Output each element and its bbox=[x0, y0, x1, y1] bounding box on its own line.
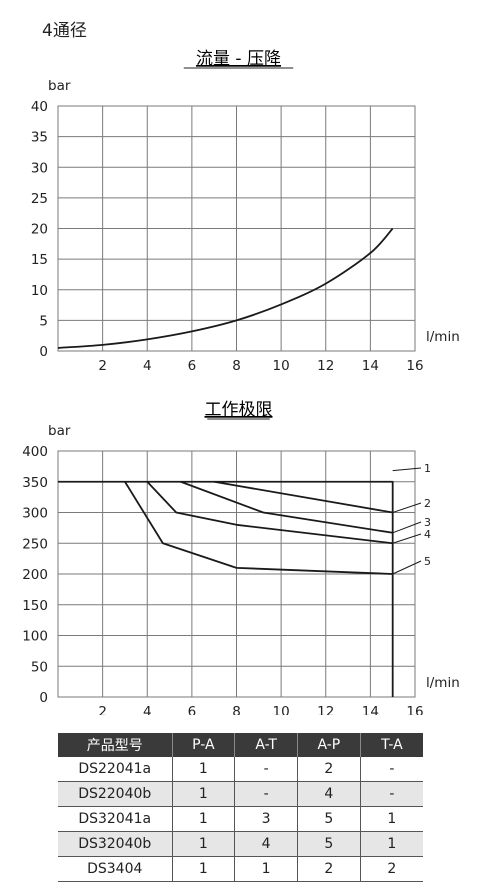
series-label-leader bbox=[392, 521, 422, 534]
table-row: DS22040b 1-4- bbox=[58, 781, 423, 807]
y-tick-label: 150 bbox=[22, 598, 48, 614]
y-tick-label: 0 bbox=[39, 690, 48, 706]
header-p-a: P-A bbox=[172, 733, 236, 757]
chart-title: 流量 - 压降 bbox=[196, 49, 281, 69]
value-cell: 1 bbox=[360, 831, 423, 857]
series-label-leader bbox=[392, 560, 422, 575]
y-axis-unit-label: bar bbox=[48, 423, 71, 439]
y-tick-label: 400 bbox=[22, 444, 48, 460]
x-tick-label: 10 bbox=[273, 704, 290, 715]
header-a-p: A-P bbox=[297, 733, 361, 757]
y-tick-label: 5 bbox=[39, 313, 48, 329]
model-table-header-row: 产品型号 P-A A-T A-P T-A bbox=[58, 733, 423, 757]
y-tick-label: 20 bbox=[31, 222, 48, 238]
value-cell: 5 bbox=[297, 831, 361, 857]
series-label-leader bbox=[392, 467, 422, 472]
model-cell: DS32041a bbox=[58, 806, 173, 832]
series-line bbox=[57, 227, 394, 349]
y-tick-label: 10 bbox=[31, 283, 48, 299]
value-cell: 4 bbox=[297, 781, 361, 807]
x-tick-label: 16 bbox=[406, 704, 423, 715]
y-tick-label: 35 bbox=[31, 130, 48, 146]
y-tick-label: 40 bbox=[31, 99, 48, 115]
chart-title: 工作极限 bbox=[205, 400, 273, 420]
x-tick-label: 14 bbox=[362, 704, 379, 715]
y-tick-label: 200 bbox=[22, 567, 48, 583]
x-axis-unit-label: l/min bbox=[426, 329, 460, 345]
value-cell: 2 bbox=[297, 757, 361, 782]
y-tick-label: 15 bbox=[31, 252, 48, 268]
y-tick-label: 300 bbox=[22, 506, 48, 522]
value-cell: - bbox=[360, 757, 423, 782]
y-tick-label: 50 bbox=[31, 659, 48, 675]
y-tick-label: 350 bbox=[22, 475, 48, 491]
value-cell: 1 bbox=[360, 806, 423, 832]
value-cell: 1 bbox=[172, 856, 236, 882]
table-row: DS3404 1 1 2 2 bbox=[58, 856, 423, 882]
plot-frame bbox=[57, 450, 416, 698]
series-line-5 bbox=[124, 481, 393, 575]
value-cell: - bbox=[234, 781, 298, 807]
x-tick-label: 16 bbox=[406, 358, 423, 374]
table-row: DS22041a 1-2- bbox=[58, 757, 423, 782]
model-table-body: DS22041a 1-2- DS22040b 1-4- DS32041a 1 3 5 1 DS32… bbox=[58, 757, 423, 882]
series-label: 3 bbox=[424, 516, 431, 529]
x-tick-label: 6 bbox=[188, 704, 197, 715]
y-tick-label: 30 bbox=[31, 160, 48, 176]
x-tick-label: 8 bbox=[232, 358, 241, 374]
model-cell: DS3404 bbox=[58, 856, 173, 882]
plot-frame bbox=[57, 105, 416, 352]
value-cell: 5 bbox=[297, 806, 361, 832]
x-tick-label: 12 bbox=[317, 704, 334, 715]
flow-pressure-drop-chart: 流量 - 压降 bar 0 5 10 15 20 25 30 35 40 2 4 6 8 10 12 14 16l/… bbox=[31, 49, 460, 374]
value-cell: 2 bbox=[360, 856, 423, 882]
value-cell: 2 bbox=[297, 856, 361, 882]
page-heading: 4通径 bbox=[42, 21, 87, 41]
value-cell: 4 bbox=[234, 831, 298, 857]
header-t-a: T-A bbox=[360, 733, 423, 757]
x-tick-label: 4 bbox=[143, 704, 152, 715]
x-tick-label: 12 bbox=[317, 358, 334, 374]
x-tick-label: 14 bbox=[362, 358, 379, 374]
x-tick-label: 6 bbox=[188, 358, 197, 374]
series-line-3 bbox=[180, 480, 393, 534]
x-axis-unit-label: l/min bbox=[426, 675, 460, 691]
series-label: 2 bbox=[424, 497, 431, 510]
y-axis-unit-label: bar bbox=[48, 78, 71, 94]
x-tick-label: 10 bbox=[273, 358, 290, 374]
header-model: 产品型号 bbox=[58, 733, 173, 757]
series-line-2 bbox=[214, 480, 393, 514]
value-cell: 1 bbox=[172, 831, 236, 857]
value-cell: 1 bbox=[172, 781, 236, 807]
model-cell: DS22040b bbox=[58, 781, 173, 807]
x-tick-label: 8 bbox=[232, 704, 241, 715]
header-a-t: A-T bbox=[234, 733, 298, 757]
table-row: DS32040b 1 4 5 1 bbox=[58, 831, 423, 857]
value-cell: 1 bbox=[172, 757, 236, 782]
value-cell: 3 bbox=[234, 806, 298, 832]
y-tick-label: 100 bbox=[22, 629, 48, 645]
value-cell: - bbox=[234, 757, 298, 782]
model-cell: DS32040b bbox=[58, 831, 173, 857]
model-table: 产品型号 P-A A-T A-P T-A DS22041a 1-2- DS22040b 1-4… bbox=[58, 733, 423, 882]
series-line-4 bbox=[146, 481, 393, 545]
y-tick-label: 25 bbox=[31, 191, 48, 207]
x-tick-label: 2 bbox=[98, 358, 107, 374]
value-cell: 1 bbox=[172, 806, 236, 832]
value-cell: - bbox=[360, 781, 423, 807]
y-tick-label: 250 bbox=[22, 536, 48, 552]
x-tick-label: 2 bbox=[98, 704, 107, 715]
series-line-1 bbox=[58, 480, 394, 697]
y-tick-label: 0 bbox=[39, 344, 48, 360]
series-label-leader bbox=[392, 533, 422, 544]
series-label: 5 bbox=[424, 555, 431, 568]
model-cell: DS22041a bbox=[58, 757, 173, 782]
series-label: 1 bbox=[424, 462, 431, 475]
x-tick-label: 4 bbox=[143, 358, 152, 374]
series-label-leader bbox=[392, 502, 422, 513]
series-label: 4 bbox=[424, 528, 431, 541]
value-cell: 1 bbox=[234, 856, 298, 882]
table-row: DS32041a 1 3 5 1 bbox=[58, 806, 423, 832]
